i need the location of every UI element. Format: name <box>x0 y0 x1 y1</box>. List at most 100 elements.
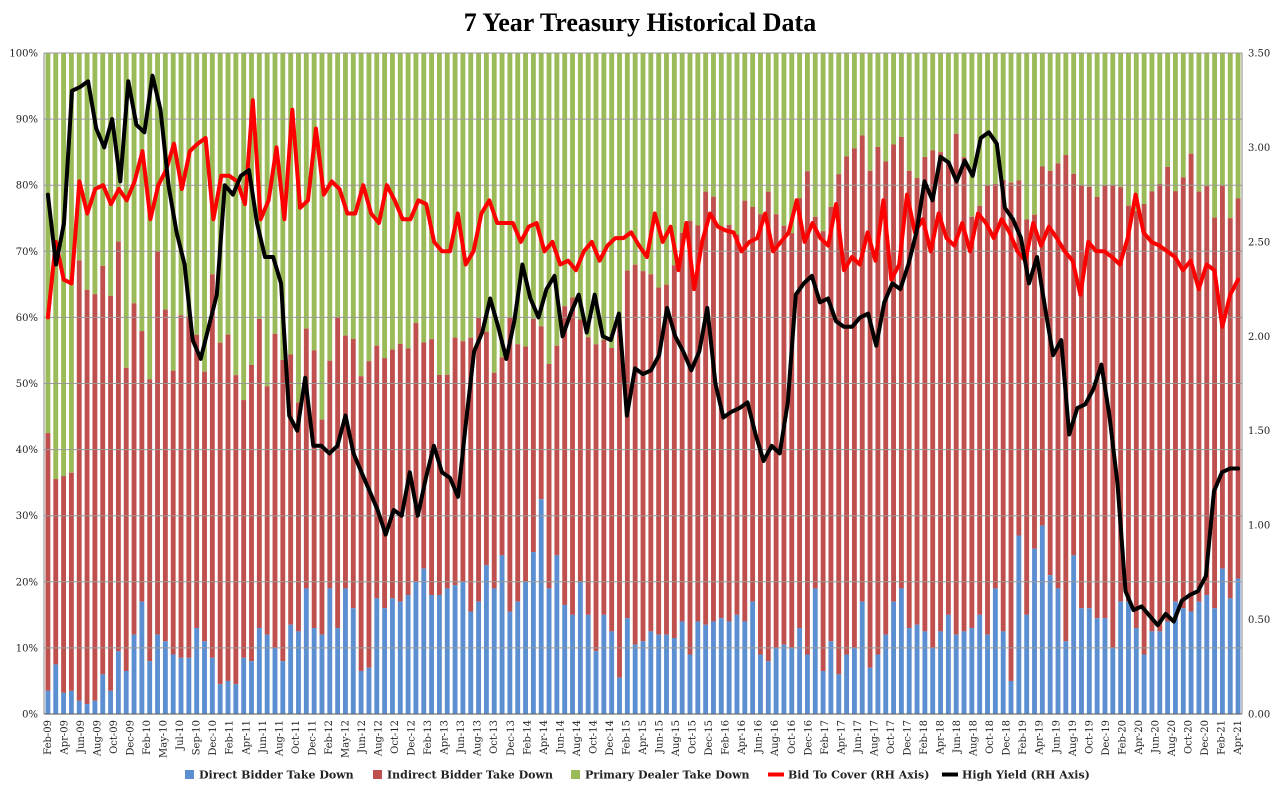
bar-indirect-bidder <box>554 345 560 556</box>
bar-direct-bidder <box>476 601 481 714</box>
bar-direct-bidder <box>906 628 912 714</box>
bar-direct-bidder <box>1039 525 1045 714</box>
bar-primary-dealer <box>100 53 106 266</box>
bar-indirect-bidder <box>648 274 654 632</box>
x-tick-label: Jun-18 <box>952 720 963 754</box>
bar-direct-bidder <box>891 601 896 714</box>
bar-direct-bidder <box>758 654 763 714</box>
bar-indirect-bidder <box>45 433 51 691</box>
x-tick-label: Dec-16 <box>803 720 814 756</box>
bar-indirect-bidder <box>726 224 732 622</box>
bar-primary-dealer <box>1141 53 1147 204</box>
bar-indirect-bidder <box>476 317 481 602</box>
bar-direct-bidder <box>303 588 309 714</box>
bar-primary-dealer <box>906 53 912 171</box>
x-tick-label: Jun-09 <box>76 720 87 754</box>
bar-direct-bidder <box>703 624 709 714</box>
x-tick-label: Dec-18 <box>1002 720 1013 756</box>
bar-primary-dealer <box>1055 53 1061 164</box>
bar-indirect-bidder <box>92 294 98 701</box>
x-tick-label: Aug-09 <box>93 720 104 757</box>
bar-primary-dealer <box>249 53 254 365</box>
bar-direct-bidder <box>671 637 677 714</box>
bar-direct-bidder <box>640 641 646 714</box>
bar-indirect-bidder <box>530 318 536 553</box>
x-tick-label: Sep-10 <box>192 720 203 755</box>
bar-direct-bidder <box>1126 601 1131 714</box>
x-tick-label: Dec-11 <box>307 720 318 756</box>
bar-indirect-bidder <box>155 251 160 635</box>
x-tick-label: Jun-15 <box>655 720 666 754</box>
bar-indirect-bidder <box>84 289 90 705</box>
bar-primary-dealer <box>233 53 239 376</box>
bar-primary-dealer <box>452 53 458 338</box>
bar-indirect-bidder <box>938 152 943 632</box>
x-tick-label: Apr-11 <box>241 720 252 756</box>
bar-indirect-bidder <box>1071 173 1077 556</box>
bar-direct-bidder <box>1204 595 1210 714</box>
x-tick-label: Dec-10 <box>208 720 219 756</box>
bar-indirect-bidder <box>585 337 591 615</box>
x-tick-label: Jun-20 <box>1150 720 1161 754</box>
bar-primary-dealer <box>640 53 646 272</box>
bar-indirect-bidder <box>750 206 756 602</box>
bar-direct-bidder <box>953 634 959 714</box>
bar-direct-bidder <box>499 555 505 714</box>
bar-primary-dealer <box>742 53 748 201</box>
x-tick-label: Aug-18 <box>969 720 980 757</box>
bar-direct-bidder <box>1008 680 1014 714</box>
bar-primary-dealer <box>844 53 850 157</box>
bar-primary-dealer <box>585 53 591 338</box>
bar-direct-bidder <box>1032 548 1037 714</box>
bar-indirect-bidder <box>1032 214 1037 549</box>
bar-primary-dealer <box>977 53 983 206</box>
bar-indirect-bidder <box>76 260 82 701</box>
bar-indirect-bidder <box>115 241 121 652</box>
bar-direct-bidder <box>170 654 176 714</box>
bar-indirect-bidder <box>1008 182 1014 681</box>
bar-direct-bidder <box>554 555 560 714</box>
bar-indirect-bidder <box>147 379 153 662</box>
x-tick-label: Feb-21 <box>1217 720 1228 755</box>
bar-direct-bidder <box>108 690 113 714</box>
x-tick-label: Oct-13 <box>489 720 500 754</box>
bar-direct-bidder <box>45 690 51 714</box>
bar-direct-bidder <box>859 601 865 714</box>
bar-primary-dealer <box>397 53 403 344</box>
bar-indirect-bidder <box>805 171 810 655</box>
bar-indirect-bidder <box>382 358 388 609</box>
bar-direct-bidder <box>155 634 160 714</box>
x-tick-label: May-12 <box>341 720 352 758</box>
bar-direct-bidder <box>217 684 223 714</box>
bar-direct-bidder <box>781 644 787 714</box>
right-tick-label: 2.00 <box>1248 332 1270 343</box>
bar-primary-dealer <box>938 53 943 153</box>
bar-direct-bidder <box>765 661 771 714</box>
bar-primary-dealer <box>1180 53 1186 178</box>
bar-indirect-bidder <box>1173 191 1178 602</box>
bar-direct-bidder <box>992 588 998 714</box>
bar-indirect-bidder <box>170 370 176 655</box>
bar-direct-bidder <box>233 684 239 714</box>
bar-direct-bidder <box>115 651 121 714</box>
bar-direct-bidder <box>812 588 818 714</box>
bar-indirect-bidder <box>538 326 544 500</box>
left-tick-label: 40% <box>16 445 38 456</box>
bar-direct-bidder <box>750 601 756 714</box>
lines-layer <box>45 73 1241 628</box>
bar-primary-dealer <box>797 53 803 199</box>
bar-direct-bidder <box>914 624 920 714</box>
x-tick-label: Feb-17 <box>820 720 831 755</box>
bar-indirect-bidder <box>335 317 341 629</box>
bar-indirect-bidder <box>797 198 803 629</box>
bar-primary-dealer <box>155 53 160 252</box>
x-tick-label: Feb-12 <box>324 720 335 755</box>
x-tick-label: Oct-18 <box>985 720 996 754</box>
x-tick-label: Dec-09 <box>126 720 137 756</box>
bar-direct-bidder <box>225 680 231 714</box>
bar-primary-dealer <box>1063 53 1069 156</box>
bar-indirect-bidder <box>186 316 192 658</box>
bar-direct-bidder <box>844 654 850 714</box>
bar-primary-dealer <box>891 53 896 145</box>
bar-indirect-bidder <box>718 227 724 619</box>
